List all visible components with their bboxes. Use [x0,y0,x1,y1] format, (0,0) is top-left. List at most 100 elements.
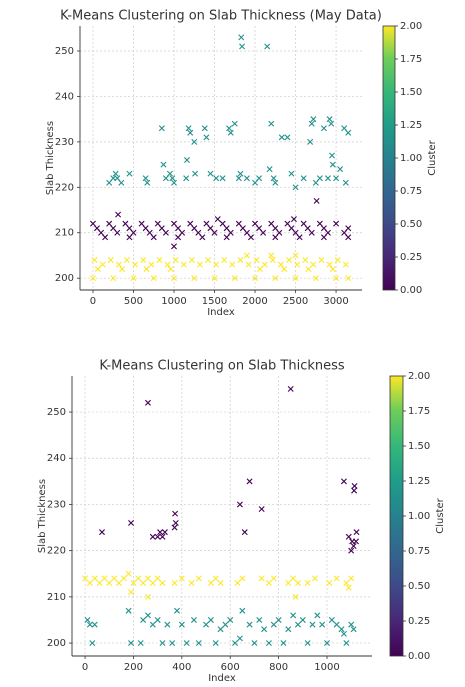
colorbar-tick-label: 0.50 [408,581,430,592]
y-tick-label: 240 [55,91,74,102]
point [192,170,199,177]
point [292,593,299,600]
point [154,533,161,540]
point [227,616,234,623]
point [312,275,319,282]
point [333,220,340,227]
point [149,533,156,540]
point [256,616,263,623]
point [227,129,234,136]
point [207,616,214,623]
point [307,138,314,145]
point [190,616,197,623]
point [172,519,179,526]
point [180,261,187,268]
point [120,575,127,582]
point [302,257,309,263]
point [333,175,340,182]
point [270,575,277,582]
point [91,257,98,263]
point [201,125,208,132]
colorbar-tick-label: 0.50 [400,219,422,230]
colorbar-tick-label: 0.00 [400,285,422,296]
point [290,216,297,223]
point [212,575,219,582]
x-tick-label: 500 [124,296,143,307]
point [91,575,98,582]
point [236,501,243,508]
point [96,580,103,586]
point [106,580,113,586]
point [288,170,295,177]
point [239,43,246,50]
colorbar-tick-label: 2.00 [400,21,422,32]
point [199,234,206,241]
point [268,120,275,127]
point [142,175,149,182]
point [252,275,259,282]
point [287,385,294,392]
point [140,616,147,623]
point [345,129,352,136]
point [256,175,263,182]
point [269,257,276,263]
point [326,116,333,123]
point [203,134,210,141]
point [82,575,89,582]
colorbar [382,25,396,291]
colorbar-tick-label: 1.25 [408,476,430,487]
point [160,161,167,168]
colorbar-tick-label: 1.75 [408,406,430,417]
y-tick-label: 210 [55,228,74,239]
point [124,257,130,263]
point [110,275,117,282]
point [256,266,263,273]
colorbar-label: Cluster [435,497,446,533]
point [286,257,293,263]
point [191,275,198,282]
point [238,34,245,41]
point [207,170,214,177]
y-tick-label: 230 [55,137,74,148]
point [187,129,194,136]
x-tick-label: 400 [172,662,191,673]
point [211,229,218,236]
point [132,261,139,268]
y-axis-label: Slab Thickness [37,479,48,553]
y-tick-label: 220 [47,546,66,557]
point [135,575,142,582]
point [324,640,330,647]
point [294,261,301,268]
point [265,580,272,586]
point [172,257,179,263]
point [231,275,238,282]
point [231,120,238,127]
point [140,580,147,586]
point [154,616,161,623]
point [348,547,355,554]
point [167,266,174,273]
point [195,640,202,647]
point [353,529,360,536]
point [324,175,331,182]
point [183,640,190,647]
y-tick-label: 200 [47,638,66,649]
point [318,257,325,263]
point [304,640,311,647]
point [246,621,253,628]
point [351,482,358,489]
point [304,580,311,586]
colorbar-tick-label: 1.00 [400,153,422,164]
colorbar-tick-label: 1.50 [400,87,422,98]
point [319,621,326,628]
point [265,640,272,647]
point [235,175,242,182]
point [345,275,352,282]
point [174,607,180,614]
point [329,161,336,168]
point [150,234,157,241]
point [309,621,316,628]
point [348,575,355,582]
point [223,234,230,241]
point [164,621,171,628]
